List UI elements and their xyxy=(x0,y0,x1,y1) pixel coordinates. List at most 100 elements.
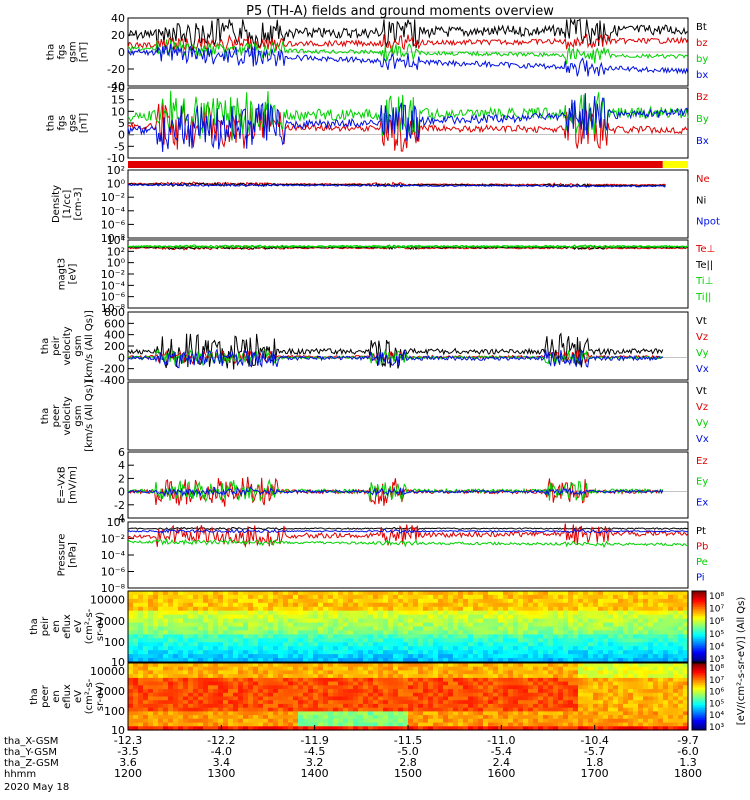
peir-spectrogram-cell xyxy=(253,638,259,643)
peer-spectrogram-cell xyxy=(398,707,404,712)
peer-spectrogram-cell xyxy=(558,663,564,668)
peir-spectrogram-cell xyxy=(128,626,134,631)
peir-spectrogram-cell xyxy=(638,638,644,643)
peir-spectrogram-cell xyxy=(148,618,154,624)
peer-spectrogram-cell xyxy=(393,718,399,724)
peer-spectrogram-cell xyxy=(318,692,324,698)
peir-spectrogram-cell xyxy=(673,654,679,659)
peir-spectrogram-cell xyxy=(558,650,564,655)
peir-spectrogram-cell xyxy=(138,630,144,635)
peer-spectrogram-cell xyxy=(473,707,479,712)
peer-spectrogram-cell xyxy=(388,703,394,709)
colorbar-upper-swatch xyxy=(692,651,706,654)
peer-spectrogram-cell xyxy=(488,689,494,694)
peir-spectrogram-cell xyxy=(418,591,424,596)
peir-spectrogram-cell xyxy=(473,622,479,628)
peir-spectrogram-cell xyxy=(373,642,379,647)
peir-spectrogram-cell xyxy=(673,638,679,643)
peir-spectrogram-cell xyxy=(303,654,309,659)
peir-spectrogram-cell xyxy=(328,606,334,612)
peer-spectrogram-cell xyxy=(658,726,664,731)
peer-spectrogram-cell xyxy=(593,663,599,668)
peer-spectrogram-cell xyxy=(433,711,439,716)
peir-spectrogram-cell xyxy=(503,634,509,639)
peir-spectrogram-cell xyxy=(573,658,579,663)
panel-frame-temperature xyxy=(127,239,689,309)
peer-spectrogram-cell xyxy=(393,670,399,675)
peer-spectrogram-cell xyxy=(383,696,389,701)
peer-spectrogram-cell xyxy=(403,707,409,712)
peer-spectrogram-cell xyxy=(563,663,569,668)
peer-spectrogram-cell xyxy=(403,715,409,720)
peer-spectrogram-cell xyxy=(163,689,169,694)
peer-spectrogram-cell xyxy=(338,689,344,694)
peer-spectrogram-cell xyxy=(263,685,269,690)
peir-spectrogram-cell xyxy=(233,642,239,647)
peer-spectrogram-cell xyxy=(673,726,679,731)
peir-spectrogram-cell xyxy=(348,630,354,635)
peir-spectrogram-cell xyxy=(598,634,604,639)
peer-spectrogram-cell xyxy=(283,707,289,712)
x-row-value: 2.8 xyxy=(399,756,417,769)
peer-spectrogram-cell xyxy=(638,711,644,716)
peer-spectrogram-cell xyxy=(538,703,544,709)
peir-spectrogram-cell xyxy=(143,591,149,596)
peer-spectrogram-cell xyxy=(428,670,434,675)
peer-spectrogram-cell xyxy=(148,681,154,686)
peer-spectrogram-cell xyxy=(138,722,144,727)
peir-spectrogram-cell xyxy=(143,622,149,628)
peir-spectrogram-cell xyxy=(398,638,404,643)
peir-spectrogram-cell xyxy=(378,618,384,624)
peir-spectrogram-cell xyxy=(308,634,314,639)
peir-spectrogram-cell xyxy=(458,591,464,596)
peir-spectrogram-cell xyxy=(588,658,594,663)
peir-spectrogram-cell xyxy=(438,610,444,616)
peir-spectrogram-cell xyxy=(658,626,664,631)
peer-spectrogram-cell xyxy=(233,666,239,671)
peer-spectrogram-cell xyxy=(558,692,564,698)
peir-spectrogram-cell xyxy=(433,626,439,631)
peer-spectrogram-cell xyxy=(128,722,134,727)
peir-spectrogram-cell xyxy=(368,646,374,651)
peir-spectrogram-cell xyxy=(343,610,349,616)
peir-spectrogram-cell xyxy=(548,594,554,600)
peer-spectrogram-cell xyxy=(638,700,644,705)
peer-spectrogram-cell xyxy=(463,711,469,716)
peer-spectrogram-cell xyxy=(563,685,569,690)
peer-spectrogram-cell xyxy=(278,677,284,683)
peer-spectrogram-cell xyxy=(153,666,159,671)
peer-spectrogram-cell xyxy=(683,715,689,720)
peer-spectrogram-cell xyxy=(288,703,294,709)
peer-spectrogram-cell xyxy=(678,703,684,709)
peir-spectrogram-cell xyxy=(618,591,624,596)
peir-spectrogram-cell xyxy=(303,646,309,651)
peer-spectrogram-cell xyxy=(628,674,634,679)
peir-spectrogram-cell xyxy=(343,630,349,635)
peer-spectrogram-cell xyxy=(283,674,289,679)
peer-spectrogram-cell xyxy=(153,685,159,690)
peer-spectrogram-cell xyxy=(283,718,289,724)
peer-spectrogram-cell xyxy=(208,696,214,701)
peir-spectrogram-cell xyxy=(543,594,549,600)
peer-spectrogram-cell xyxy=(358,666,364,671)
peir-spectrogram-cell xyxy=(298,642,304,647)
peir-spectrogram-cell xyxy=(238,618,244,624)
peir-spectrogram-cell xyxy=(648,650,654,655)
peer-spectrogram-cell xyxy=(583,722,589,727)
peir-spectrogram-cell xyxy=(203,642,209,647)
peir-spectrogram-cell xyxy=(558,598,564,604)
peer-spectrogram-cell xyxy=(483,700,489,705)
peir-spectrogram-cell xyxy=(593,591,599,596)
colorbar-lower-swatch xyxy=(692,691,706,694)
peer-spectrogram-cell xyxy=(298,718,304,724)
peer-spectrogram-cell xyxy=(638,677,644,683)
peer-spectrogram-cell xyxy=(203,692,209,698)
peer-spectrogram-cell xyxy=(588,663,594,668)
peer-spectrogram-cell xyxy=(133,689,139,694)
peir-spectrogram-cell xyxy=(223,618,229,624)
peir-spectrogram-cell xyxy=(248,614,254,620)
peer-spectrogram-cell xyxy=(333,715,339,720)
peer-spectrogram-cell xyxy=(173,711,179,716)
peer-spectrogram-cell xyxy=(498,692,504,698)
peer-spectrogram-cell xyxy=(613,689,619,694)
